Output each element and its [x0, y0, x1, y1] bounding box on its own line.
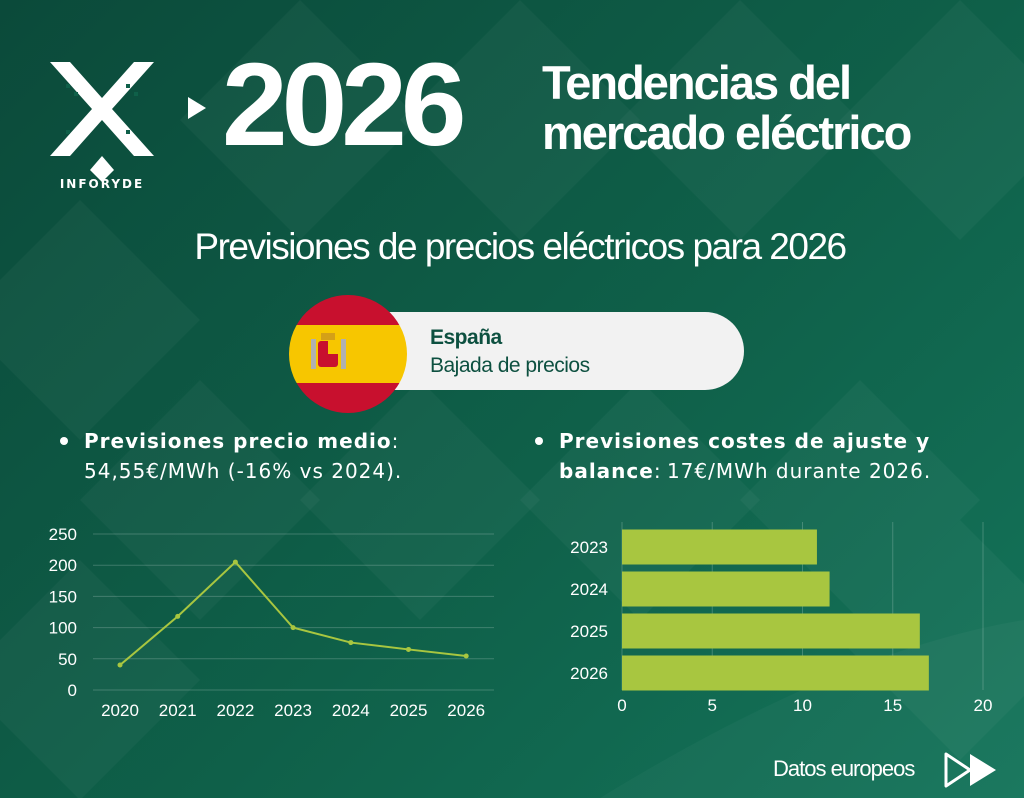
line-chart-ytick: 0 [68, 681, 77, 700]
bullet-price-label: Previsiones precio medio [84, 429, 392, 453]
play-arrow-icon [188, 97, 206, 119]
line-chart-xtick: 2024 [332, 701, 370, 720]
bar-chart-xtick: 0 [617, 696, 626, 715]
line-chart-ytick: 50 [58, 650, 77, 669]
bullet-balance-label-1: Previsiones costes de ajuste y [559, 429, 931, 453]
bar-chart-xtick: 5 [708, 696, 717, 715]
bar-chart-ytick: 2023 [570, 538, 608, 557]
bar-chart-ytick: 2026 [570, 664, 608, 683]
country-name: España [430, 326, 502, 349]
bullet-price: Previsiones precio medio: 54,55€/MWh (-1… [60, 426, 504, 486]
bar-chart-xtick: 10 [793, 696, 812, 715]
line-chart-ytick: 200 [49, 556, 77, 575]
bullet-balance-label-2: balance [559, 459, 654, 483]
line-chart-point [290, 625, 296, 631]
line-chart-ytick: 250 [49, 525, 77, 544]
country-card [346, 312, 744, 390]
bar-chart-bar [622, 655, 929, 691]
line-chart-xtick: 2026 [447, 701, 485, 720]
fast-forward-icon[interactable] [944, 752, 1000, 788]
bullet-dot [535, 437, 543, 445]
line-chart-point [406, 646, 411, 652]
bar-chart-bar [622, 571, 830, 607]
year-heading: 2026 [222, 39, 467, 171]
title-line-1: Tendencias del [542, 56, 852, 109]
bullet-balance: Previsiones costes de ajuste y balance: … [535, 426, 1009, 486]
bar-chart-bar [622, 613, 920, 649]
title-line-2: mercado eléctrico [542, 106, 912, 159]
bar-chart-xtick: 20 [974, 696, 993, 715]
bullet-balance-value: 17€/MWh durante 2026. [666, 459, 932, 483]
bullet-dot [60, 437, 68, 445]
bar-chart-xtick: 15 [883, 696, 902, 715]
bar-chart-ytick: 2024 [570, 580, 608, 599]
line-chart-point [463, 653, 469, 659]
line-chart-point [348, 640, 354, 646]
line-chart-ytick: 150 [49, 587, 77, 606]
country-status: Bajada de precios [430, 354, 590, 377]
line-chart-point [232, 559, 238, 565]
line-chart-xtick: 2022 [216, 701, 254, 720]
line-chart-xtick: 2020 [101, 701, 139, 720]
line-chart-xtick: 2021 [159, 701, 197, 720]
line-chart-point [117, 662, 123, 668]
bar-chart-bar [622, 529, 817, 565]
bullet-price-value: 54,55€/MWh (-16% vs 2024). [84, 459, 403, 483]
line-chart-xtick: 2025 [390, 701, 428, 720]
line-chart-point [175, 613, 181, 619]
page-title: Tendencias del mercado eléctrico [542, 56, 912, 159]
section-subtitle: Previsiones de precios eléctricos para 2… [194, 226, 847, 267]
bar-chart-ytick: 2025 [570, 622, 608, 641]
logo-wordmark: INFORYDE [59, 177, 145, 191]
line-chart-xtick: 2023 [274, 701, 312, 720]
line-chart-ytick: 100 [49, 619, 77, 638]
inforyde-logo [50, 62, 154, 182]
footer-link[interactable]: Datos europeos [773, 756, 915, 781]
